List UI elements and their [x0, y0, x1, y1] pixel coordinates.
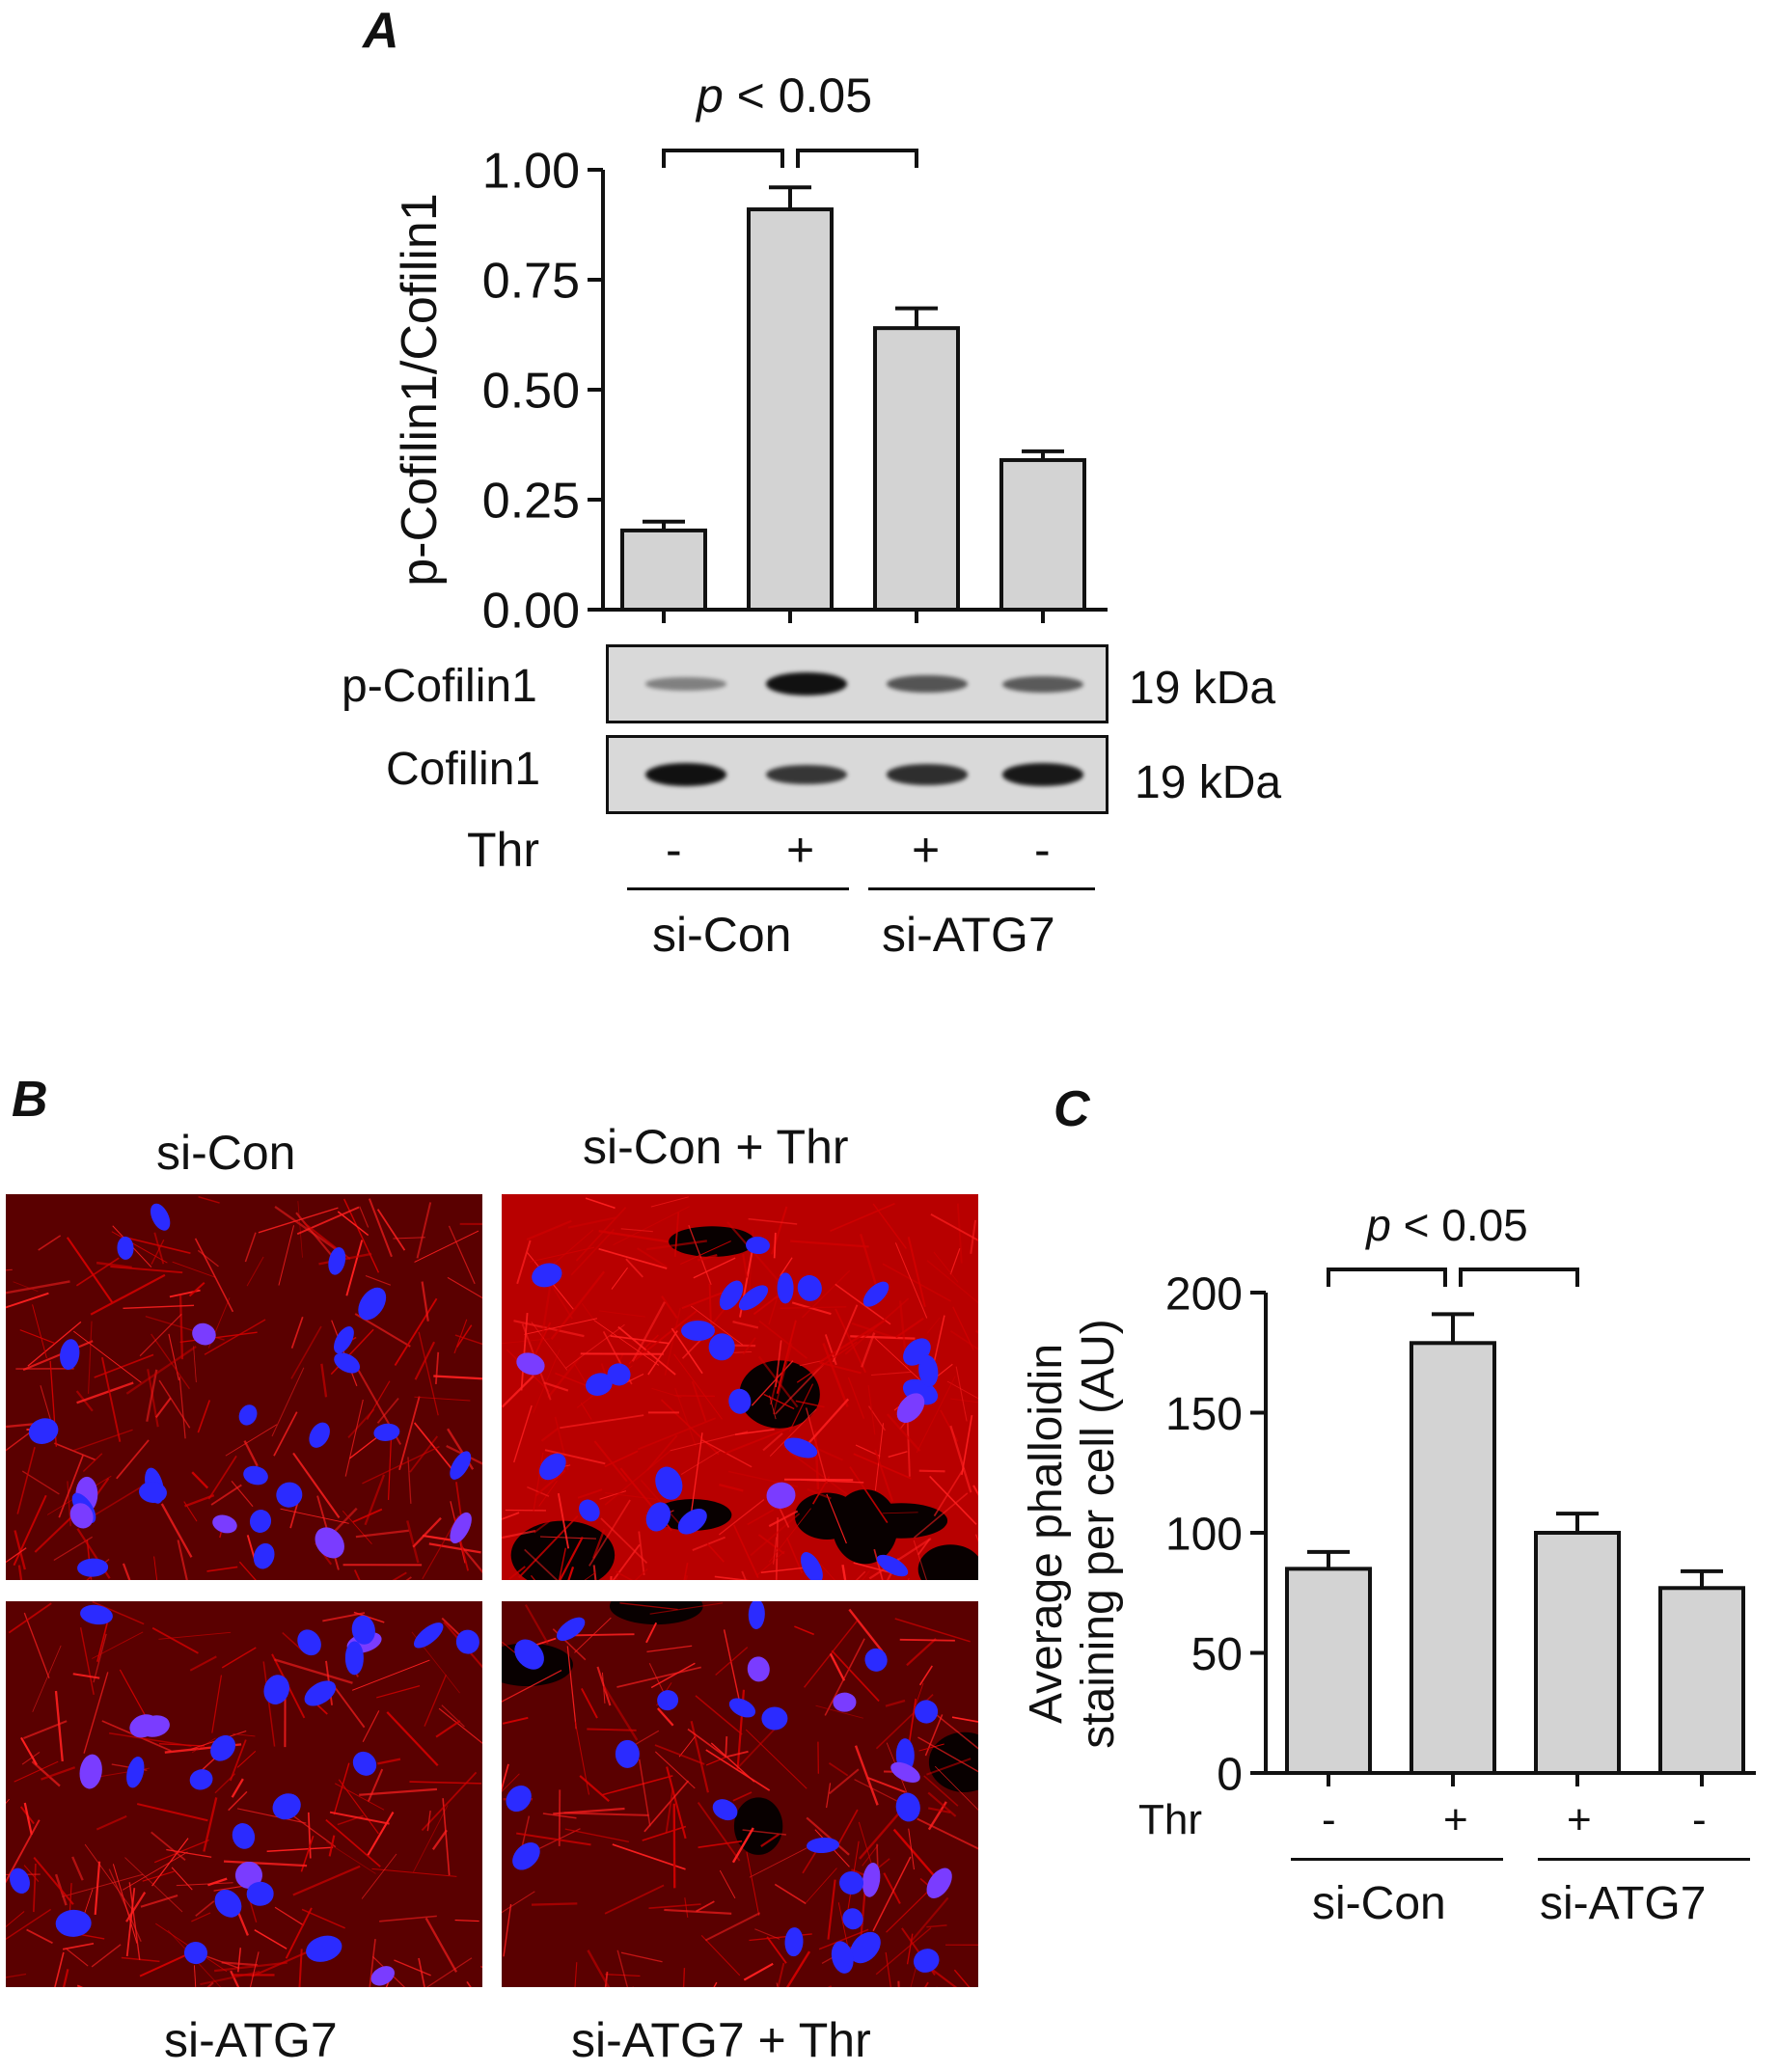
micrograph-si-con-thr — [502, 1194, 978, 1580]
nucleus — [680, 1321, 715, 1342]
a-group1-line — [627, 887, 849, 890]
a-y-tick-label: 0.50 — [482, 364, 580, 420]
c-group2-line — [1538, 1858, 1750, 1861]
a-y-tick-label: 0.75 — [482, 254, 580, 310]
blot-row1-label: p-Cofilin1 — [342, 661, 537, 712]
a-bar — [999, 457, 1086, 612]
panel-c-label: C — [1054, 1081, 1090, 1137]
micrograph-si-atg7 — [6, 1601, 482, 1987]
a-group2-label: si-ATG7 — [882, 908, 1055, 962]
c-y-axis-label-line2: staining per cell (AU) — [1073, 1319, 1124, 1749]
c-thr-sign-2: + — [1443, 1796, 1468, 1843]
c-thr-sign-1: - — [1322, 1796, 1336, 1843]
blot-band — [1002, 675, 1083, 693]
blot-band — [766, 764, 847, 785]
a-sig-label: p < 0.05 — [695, 68, 872, 123]
blot-band — [645, 677, 726, 691]
c-thr-sign-3: + — [1567, 1796, 1592, 1843]
blot-band — [1002, 763, 1083, 786]
c-group1-line — [1291, 1858, 1503, 1861]
a-group1-label: si-Con — [652, 908, 792, 962]
c-y-tick-label: 100 — [1165, 1509, 1243, 1560]
micro-label-bottom-right: si-ATG7 + Thr — [571, 2013, 871, 2067]
c-bar — [1534, 1531, 1621, 1775]
c-y-axis-label-line1: Average phalloidin — [1021, 1344, 1072, 1724]
a-thr-sign-2: + — [786, 823, 815, 877]
blot-band — [887, 764, 968, 785]
a-sig-bracket-left — [662, 149, 784, 168]
c-group1-label: si-Con — [1312, 1878, 1446, 1929]
a-y-tick-label: 0.00 — [482, 584, 580, 640]
blot-row1-size: 19 kDa — [1129, 663, 1276, 714]
c-sig-label: p < 0.05 — [1364, 1200, 1528, 1250]
micro-label-bottom-left: si-ATG7 — [164, 2013, 338, 2067]
c-thr-label: Thr — [1138, 1796, 1202, 1843]
a-sig-bracket-right — [796, 149, 918, 168]
c-bar — [1410, 1341, 1496, 1776]
a-thr-sign-1: - — [666, 823, 682, 877]
micrograph-si-con — [6, 1194, 482, 1580]
c-sig-bracket-left — [1327, 1268, 1447, 1287]
micrograph-si-atg7-thr — [502, 1601, 978, 1987]
c-thr-sign-4: - — [1692, 1796, 1707, 1843]
micro-label-top-right: si-Con + Thr — [583, 1120, 849, 1174]
blot-row2-label: Cofilin1 — [386, 744, 541, 795]
a-bar — [747, 207, 834, 612]
blot-band — [887, 675, 968, 693]
a-thr-sign-4: - — [1034, 823, 1051, 877]
c-sig-bracket-right — [1459, 1268, 1579, 1287]
a-thr-label: Thr — [467, 823, 539, 877]
blot-row-cofilin1 — [606, 735, 1108, 814]
c-y-tick-label: 0 — [1217, 1749, 1243, 1800]
c-bar — [1285, 1567, 1372, 1775]
c-group2-label: si-ATG7 — [1540, 1878, 1707, 1929]
panel-b-label: B — [12, 1072, 48, 1128]
c-y-tick-label: 200 — [1165, 1268, 1243, 1320]
a-y-axis-label: p-Cofilin1/Cofilin1 — [392, 193, 448, 586]
a-thr-sign-3: + — [912, 823, 941, 877]
a-y-tick-label: 1.00 — [482, 144, 580, 200]
micro-label-top-left: si-Con — [156, 1126, 296, 1180]
blot-row-p-cofilin1 — [606, 644, 1108, 723]
c-y-tick-label: 150 — [1165, 1389, 1243, 1440]
blot-row2-size: 19 kDa — [1135, 757, 1282, 808]
actin-fibers — [502, 1601, 978, 1987]
blot-band — [645, 763, 726, 786]
c-y-tick-label: 50 — [1191, 1629, 1243, 1680]
panel-a-label: A — [363, 3, 399, 59]
c-bar — [1658, 1586, 1745, 1776]
a-group2-line — [868, 887, 1095, 890]
a-y-tick-label: 0.25 — [482, 474, 580, 530]
blot-band — [766, 672, 847, 695]
